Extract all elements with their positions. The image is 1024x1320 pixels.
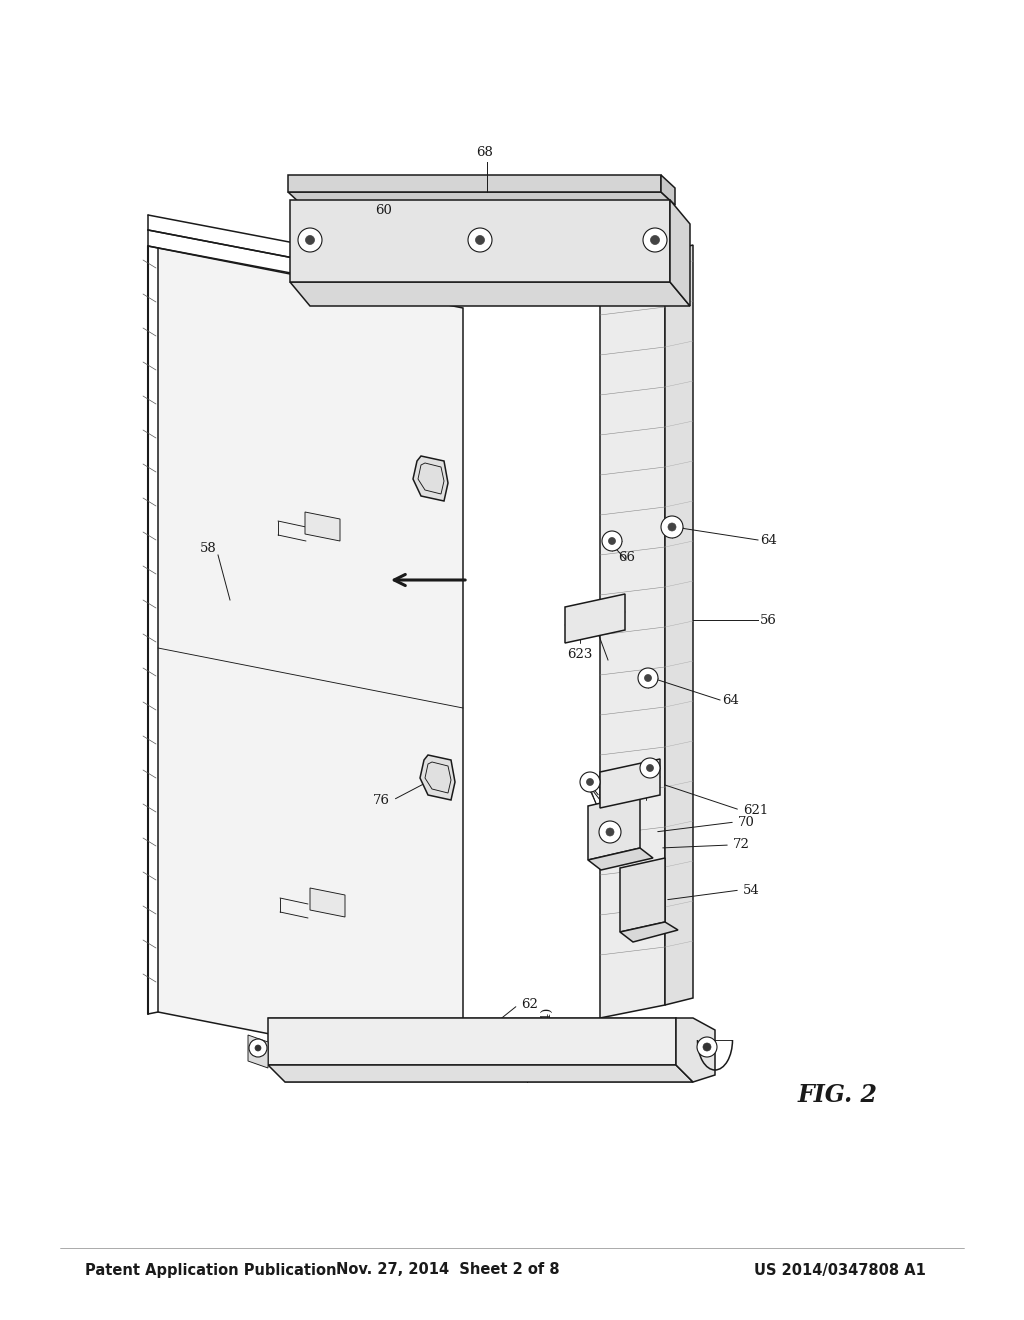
Circle shape: [580, 772, 600, 792]
Circle shape: [475, 235, 484, 244]
Text: 64: 64: [605, 800, 622, 813]
Circle shape: [608, 537, 615, 544]
Text: 60: 60: [375, 203, 392, 216]
Text: 54: 54: [743, 883, 760, 896]
Polygon shape: [600, 252, 665, 1018]
Polygon shape: [288, 191, 675, 205]
Polygon shape: [158, 248, 463, 1072]
Text: Nov. 27, 2014  Sheet 2 of 8: Nov. 27, 2014 Sheet 2 of 8: [336, 1262, 560, 1278]
Circle shape: [697, 1038, 717, 1057]
Circle shape: [606, 828, 614, 836]
Polygon shape: [565, 594, 625, 643]
Text: US 2014/0347808 A1: US 2014/0347808 A1: [754, 1262, 926, 1278]
Polygon shape: [670, 201, 690, 306]
Circle shape: [640, 758, 660, 777]
Text: 62: 62: [521, 998, 538, 1011]
Circle shape: [468, 228, 492, 252]
Text: 76: 76: [373, 793, 390, 807]
Circle shape: [668, 523, 676, 531]
Text: 72: 72: [733, 838, 750, 851]
Text: Patent Application Publication: Patent Application Publication: [85, 1262, 337, 1278]
Polygon shape: [420, 755, 455, 800]
Text: 70: 70: [738, 816, 755, 829]
Text: 68: 68: [605, 783, 622, 796]
Polygon shape: [620, 921, 678, 942]
Text: 64: 64: [603, 791, 620, 804]
Text: 68: 68: [603, 772, 620, 785]
Polygon shape: [413, 455, 449, 502]
Polygon shape: [268, 1018, 693, 1082]
Polygon shape: [305, 512, 340, 541]
Circle shape: [602, 531, 622, 550]
Circle shape: [587, 779, 594, 785]
Polygon shape: [268, 1018, 676, 1065]
Polygon shape: [290, 201, 670, 282]
Circle shape: [638, 668, 658, 688]
Text: 58: 58: [200, 541, 217, 554]
Polygon shape: [600, 759, 660, 808]
Text: 66: 66: [618, 550, 635, 564]
Circle shape: [305, 235, 314, 244]
Text: 68: 68: [476, 145, 493, 158]
Text: 64: 64: [722, 693, 739, 706]
Circle shape: [643, 228, 667, 252]
Polygon shape: [620, 858, 665, 932]
Polygon shape: [310, 888, 345, 917]
Text: 56: 56: [760, 614, 777, 627]
Circle shape: [255, 1045, 261, 1051]
Circle shape: [298, 228, 322, 252]
Polygon shape: [268, 1065, 693, 1082]
Circle shape: [650, 235, 659, 244]
Text: FIG. 2: FIG. 2: [798, 1082, 878, 1107]
Text: 621: 621: [743, 804, 768, 817]
Polygon shape: [588, 795, 640, 861]
Circle shape: [703, 1043, 711, 1051]
Text: 623: 623: [566, 648, 592, 661]
Polygon shape: [662, 176, 675, 205]
Text: 64: 64: [760, 533, 777, 546]
Circle shape: [249, 1039, 267, 1057]
Polygon shape: [588, 847, 653, 870]
Circle shape: [646, 764, 653, 771]
Circle shape: [644, 675, 651, 681]
Circle shape: [599, 821, 621, 843]
Circle shape: [662, 516, 683, 539]
Text: 66: 66: [603, 808, 620, 821]
Polygon shape: [665, 246, 693, 1005]
Text: 741(74): 741(74): [540, 1006, 553, 1059]
Polygon shape: [290, 282, 690, 306]
Polygon shape: [676, 1018, 715, 1082]
Text: 66: 66: [605, 816, 622, 829]
Polygon shape: [288, 176, 662, 191]
Polygon shape: [248, 1035, 268, 1068]
